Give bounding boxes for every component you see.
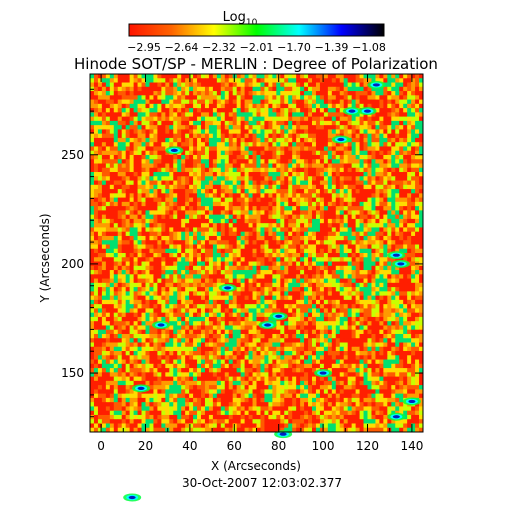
colorbar-tick-label: −1.39 — [315, 41, 349, 54]
colorbar-title: Log10 — [223, 10, 258, 28]
y-tick-label: 150 — [61, 366, 84, 380]
colorbar-tick-label: −1.70 — [277, 41, 311, 54]
y-tick-label: 250 — [61, 148, 84, 162]
x-tick-label: 20 — [138, 439, 153, 453]
y-axis: 150 200 250 — [61, 88, 423, 418]
colorbar-tick-label: −1.08 — [352, 41, 386, 54]
x-axis-label: X (Arcseconds) — [211, 459, 301, 473]
x-tick-label: 60 — [227, 439, 242, 453]
colorbar-tick-label: −2.64 — [165, 41, 199, 54]
x-tick-label: 80 — [271, 439, 286, 453]
y-tick-label: 200 — [61, 257, 84, 271]
colorbar-tick-label: −2.95 — [127, 41, 161, 54]
colorbar-tick-label: −2.01 — [240, 41, 274, 54]
x-tick-label: 100 — [312, 439, 335, 453]
colorbar-gradient — [128, 23, 385, 37]
y-axis-label: Y (Arcseconds) — [38, 213, 52, 303]
x-tick-label: 120 — [356, 439, 379, 453]
x-tick-label: 140 — [400, 439, 423, 453]
chart-title: Hinode SOT/SP - MERLIN : Degree of Polar… — [74, 55, 438, 73]
colorbar-tick-label: −2.32 — [202, 41, 236, 54]
colorbar: Log10 −2.95 −2.64 −2.32 −2.01 −1.70 −1.39 −1.0… — [127, 10, 386, 54]
colorbar-ticks: −2.95 −2.64 −2.32 −2.01 −1.70 −1.39 −1.08 — [127, 41, 386, 54]
timestamp-footer: 30-Oct-2007 12:03:02.377 — [182, 476, 342, 490]
plot-area: 0 20 40 60 80 100 120 140 150 200 250 — [61, 73, 424, 502]
x-axis: 0 20 40 60 80 100 120 140 — [97, 74, 423, 453]
x-tick-label: 0 — [97, 439, 105, 453]
x-tick-label: 40 — [182, 439, 197, 453]
polarization-map — [90, 74, 424, 502]
